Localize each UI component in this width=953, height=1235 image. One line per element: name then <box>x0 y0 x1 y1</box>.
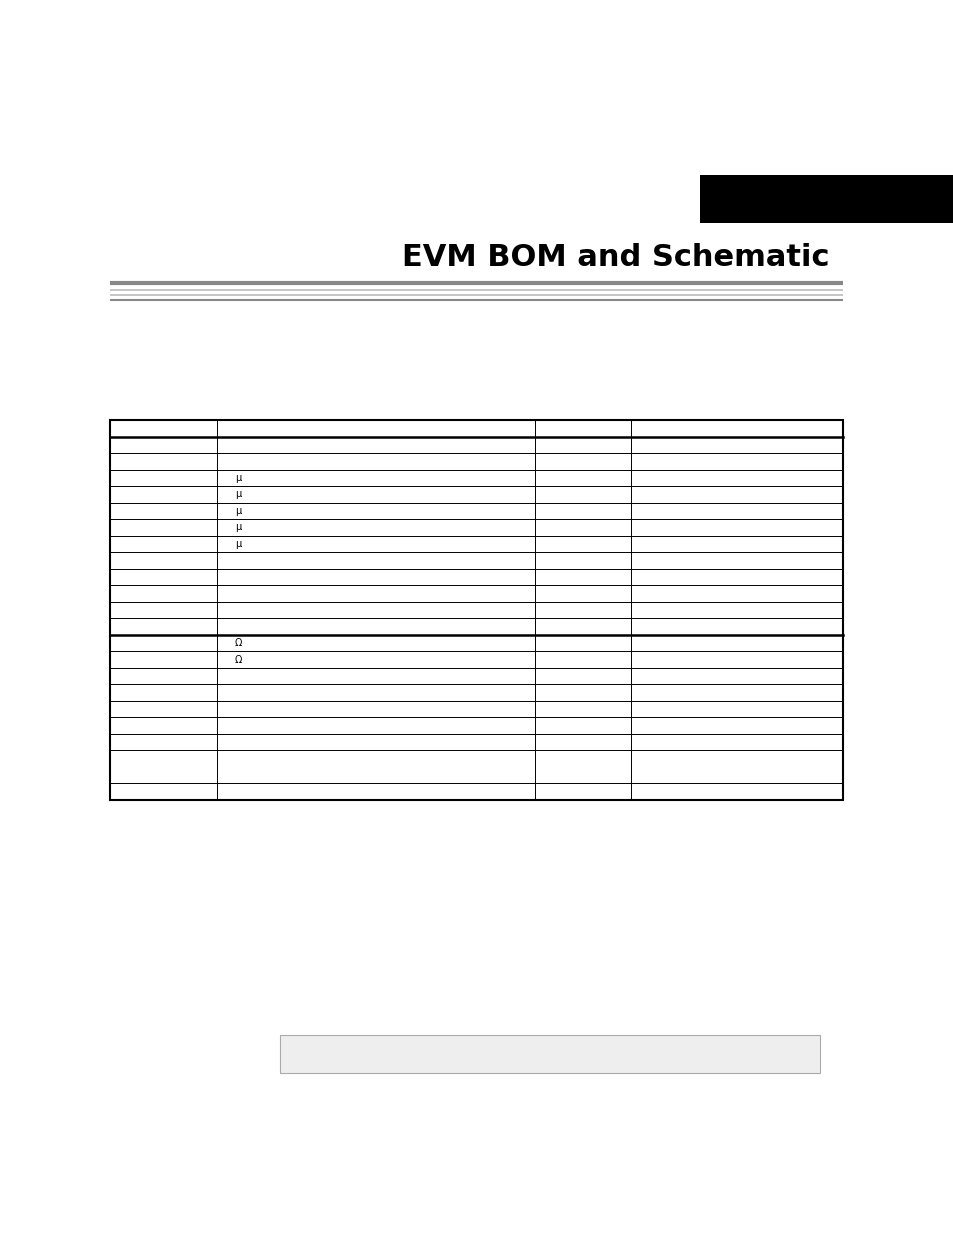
Text: μ: μ <box>234 522 241 532</box>
Bar <box>700 175 953 224</box>
Bar <box>110 420 842 800</box>
Text: μ: μ <box>234 489 241 499</box>
Text: μ: μ <box>234 473 241 483</box>
Text: Ω: Ω <box>234 655 242 664</box>
Text: Ω: Ω <box>234 638 242 648</box>
Text: μ: μ <box>234 506 241 516</box>
Bar <box>280 1035 820 1073</box>
Text: EVM BOM and Schematic: EVM BOM and Schematic <box>402 243 829 272</box>
Text: μ: μ <box>234 538 241 548</box>
